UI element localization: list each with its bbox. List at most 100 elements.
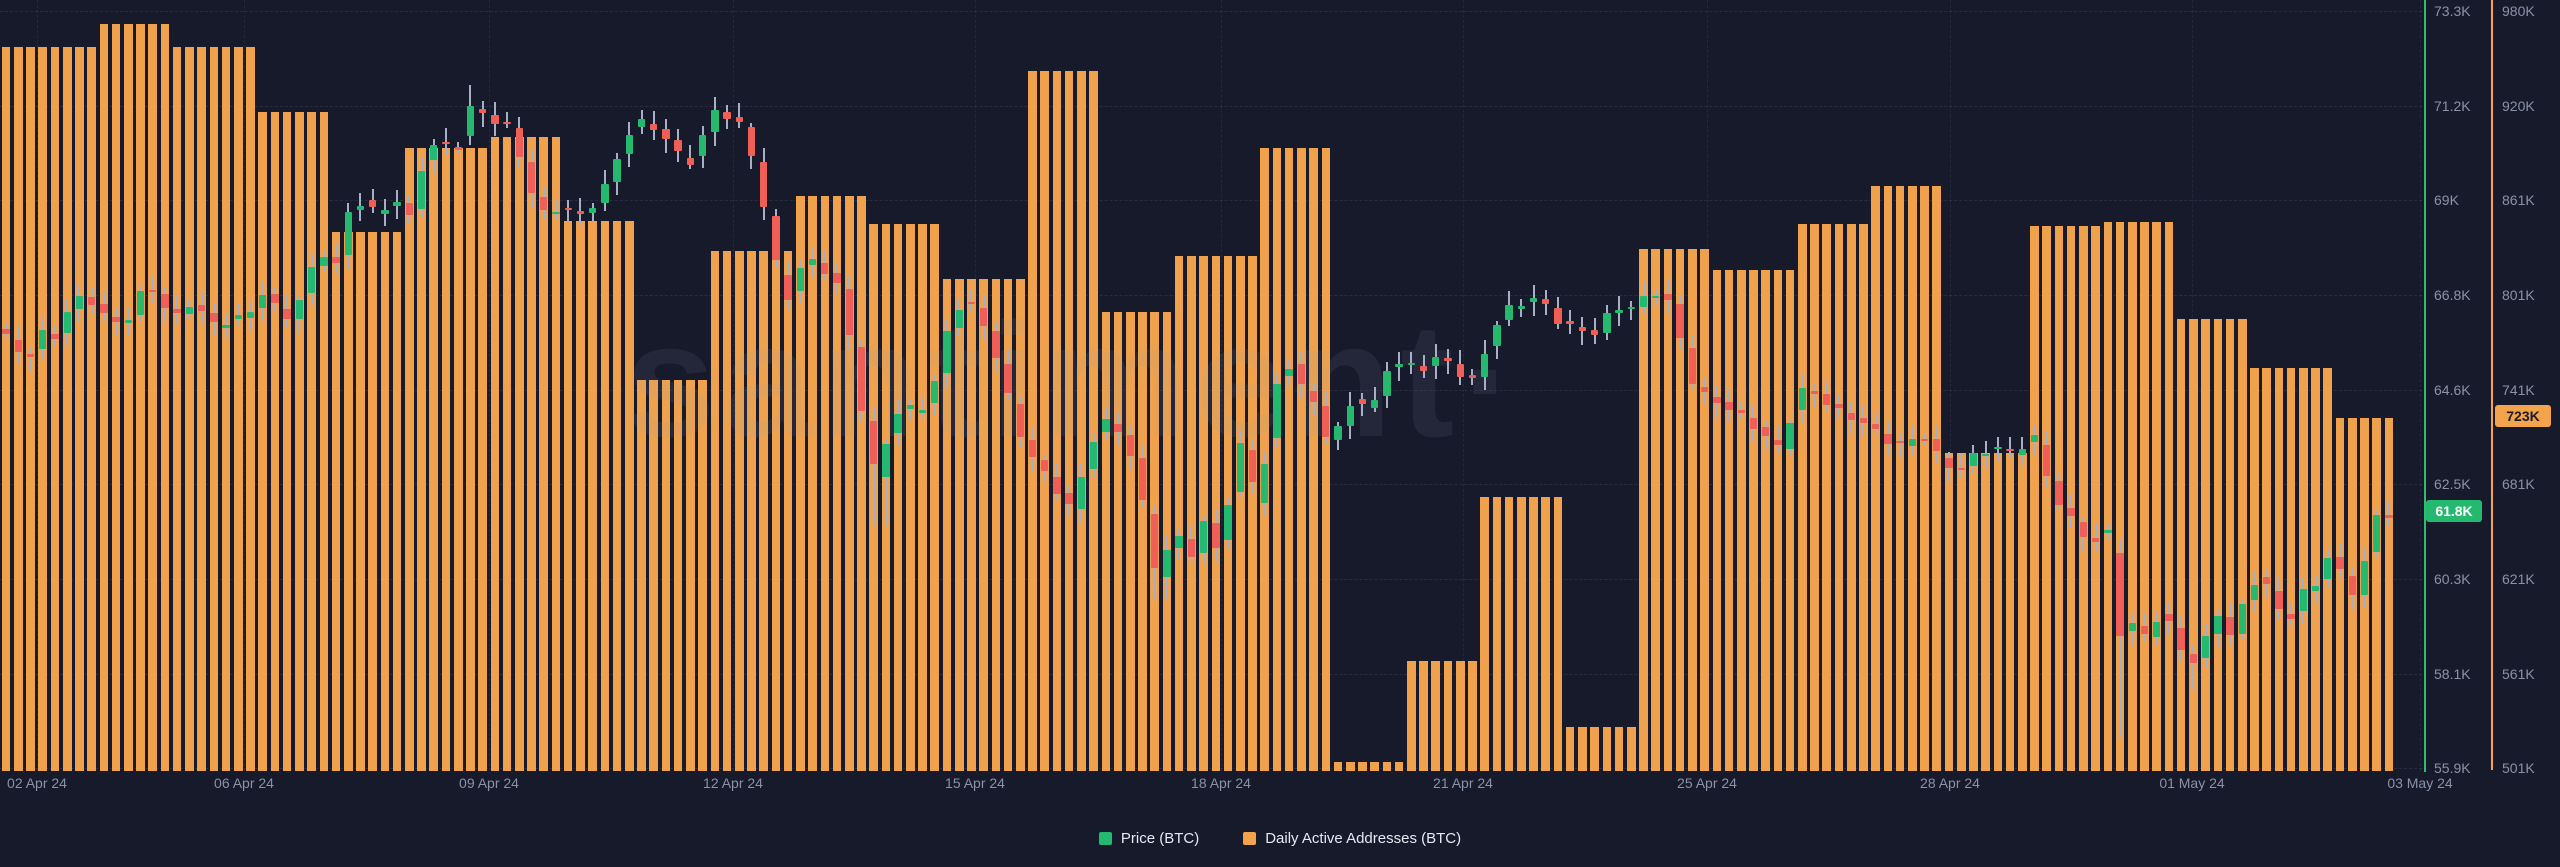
price-tick-label: 62.5K — [2434, 476, 2471, 493]
candle-up — [1627, 306, 1635, 310]
horizontal-gridline — [0, 579, 2422, 580]
daa-bar — [649, 380, 659, 771]
candle-up — [75, 295, 84, 309]
candle-down — [1004, 363, 1012, 394]
daa-bar — [1614, 727, 1624, 771]
daa-bar — [759, 250, 768, 771]
candle-up — [1407, 362, 1416, 366]
daa-bar — [1517, 496, 1526, 771]
candle-up — [698, 134, 707, 157]
price-tick-label: 73.3K — [2434, 3, 2471, 19]
daa-bar — [160, 23, 170, 771]
candle-down — [540, 197, 548, 211]
daa-bar — [1993, 452, 2003, 771]
candle-up — [2250, 584, 2259, 600]
date-tick-label: 18 Apr 24 — [1191, 775, 1251, 791]
candle-down — [1309, 390, 1318, 403]
daa-bar — [1688, 249, 1697, 771]
daa-bar — [343, 231, 353, 771]
candle-up — [246, 311, 255, 319]
daa-bar — [466, 148, 475, 771]
price-tick-label: 69K — [2434, 192, 2459, 209]
daa-bar — [2299, 367, 2308, 771]
candle-up — [2018, 448, 2026, 455]
candle-down — [992, 330, 1000, 359]
candle-up — [1383, 370, 1391, 397]
candle-down — [760, 161, 768, 208]
candle-down — [51, 334, 59, 340]
candle-down — [1749, 418, 1758, 429]
candle-up — [1395, 363, 1403, 367]
horizontal-gridline — [0, 295, 2422, 296]
daa-bar — [1822, 223, 1832, 771]
daa-bar — [576, 220, 585, 771]
daa-bar — [2127, 222, 2137, 771]
daa-bar — [2115, 222, 2125, 771]
daa-bar — [1553, 496, 1563, 771]
date-tick-label: 02 Apr 24 — [7, 775, 67, 791]
candle-down — [1920, 438, 1929, 442]
legend-label-price: Price (BTC) — [1120, 830, 1200, 847]
candle-up — [1798, 387, 1807, 410]
legend-item-daa[interactable]: Daily Active Addresses (BTC) — [1243, 830, 1461, 847]
candle-up — [136, 291, 145, 315]
candle-wick — [1361, 393, 1364, 416]
daa-bar — [1749, 269, 1758, 771]
daa-bar — [2079, 225, 2088, 771]
candle-down — [527, 161, 536, 193]
daa-bar — [2189, 318, 2198, 771]
date-tick-label: 09 Apr 24 — [459, 775, 519, 791]
daa-bar — [1700, 249, 1709, 771]
candle-up — [1529, 298, 1538, 302]
daa-bar — [1981, 452, 1990, 771]
candle-down — [1468, 375, 1477, 378]
daa-bar — [1003, 279, 1013, 771]
daa-bar — [392, 231, 402, 771]
candle-up — [2104, 529, 2112, 534]
candle-down — [503, 121, 511, 125]
candle-up — [2030, 434, 2039, 443]
legend-item-price[interactable]: Price (BTC) — [1098, 830, 1200, 847]
horizontal-gridline — [0, 389, 2422, 391]
candle-down — [1065, 492, 1073, 505]
candle-up — [1652, 295, 1660, 299]
candle-wick — [445, 127, 447, 155]
candle-up — [2311, 586, 2320, 592]
candle-up — [1517, 306, 1525, 309]
addresses-axis-line — [2491, 0, 2493, 770]
plot-area[interactable]: santiment· 73.3K 71.2K 69K 66.8K 64.6K 62.5K 6… — [0, 0, 2560, 800]
daa-bar — [1297, 148, 1306, 771]
price-tick-label: 64.6K — [2434, 381, 2471, 398]
candle-up — [417, 171, 426, 210]
candle-down — [1835, 404, 1843, 409]
candle-up — [796, 268, 805, 291]
daa-bar — [539, 137, 549, 771]
candle-up — [234, 315, 242, 319]
daa-bar — [1052, 70, 1062, 771]
candle-down — [1957, 467, 1965, 471]
candle-up — [601, 184, 609, 203]
daa-bar — [50, 47, 60, 771]
candle-down — [1590, 330, 1599, 335]
candle-up — [1505, 304, 1513, 320]
daa-bar — [233, 47, 243, 771]
daa-bar — [1407, 661, 1416, 771]
daa-bar — [148, 23, 158, 771]
candle-down — [14, 340, 23, 353]
candle-wick — [1899, 432, 1902, 457]
daa-bar — [832, 195, 842, 771]
daa-bar — [1834, 223, 1844, 771]
daa-bar — [2237, 318, 2247, 771]
candle-down — [442, 141, 450, 145]
candle-down — [1358, 399, 1367, 405]
candle-down — [1554, 308, 1562, 325]
candle-down — [1248, 450, 1257, 482]
candle-up — [2299, 588, 2308, 611]
candle-down — [967, 301, 976, 305]
candle-down — [2336, 556, 2344, 569]
daa-bar — [2103, 222, 2113, 771]
candle-up — [613, 158, 621, 182]
daa-bar — [661, 380, 671, 771]
daa-bar — [38, 47, 48, 771]
candle-down — [1578, 326, 1587, 331]
